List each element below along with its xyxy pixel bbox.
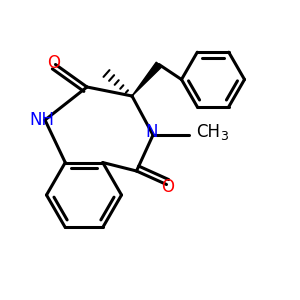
Text: O: O (161, 178, 175, 196)
Text: CH: CH (196, 123, 220, 141)
Text: NH: NH (29, 111, 55, 129)
Text: N: N (145, 123, 158, 141)
Polygon shape (132, 62, 162, 96)
Text: 3: 3 (220, 130, 228, 143)
Text: O: O (47, 54, 61, 72)
